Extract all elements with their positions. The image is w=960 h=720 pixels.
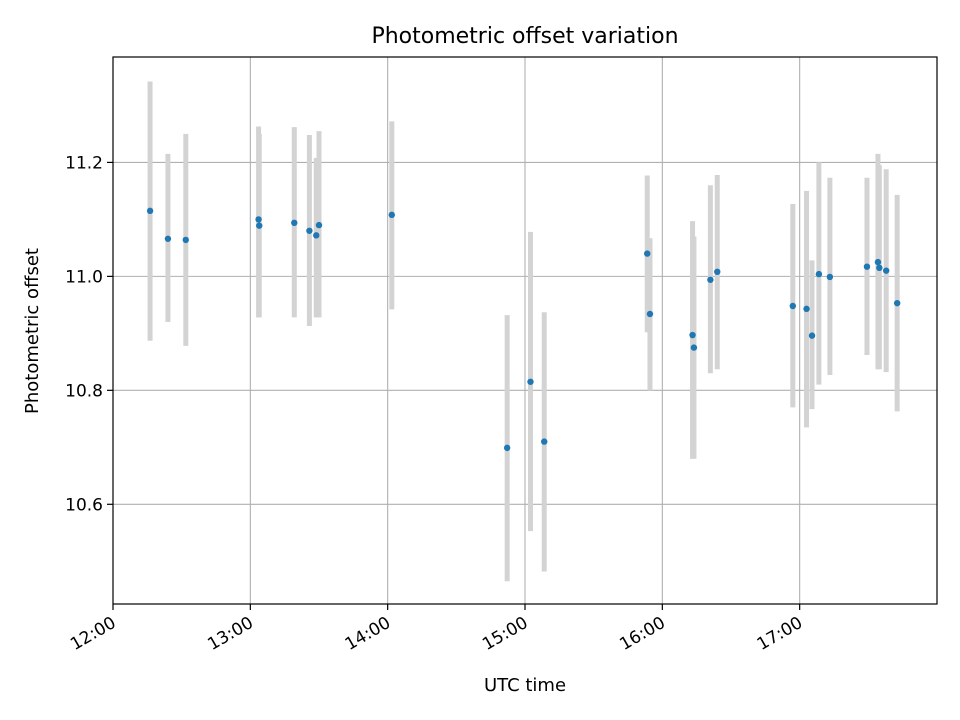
- chart-title: Photometric offset variation: [371, 24, 678, 49]
- data-point: [541, 438, 548, 445]
- y-axis-label: Photometric offset: [22, 248, 43, 414]
- data-points: [146, 207, 901, 452]
- data-point: [707, 276, 714, 283]
- data-point: [690, 344, 698, 351]
- y-tick-label: 10.6: [65, 495, 103, 515]
- data-point: [255, 216, 262, 223]
- data-point: [826, 273, 834, 281]
- data-point: [882, 267, 890, 274]
- data-point: [291, 219, 298, 227]
- y-tick-label: 11.2: [65, 153, 103, 173]
- data-point: [503, 444, 511, 452]
- data-point: [789, 302, 796, 310]
- x-axis-label: UTC time: [484, 675, 566, 696]
- y-tick-label: 11.0: [65, 267, 103, 287]
- data-point: [146, 207, 154, 215]
- data-point: [815, 270, 823, 278]
- grid: [113, 57, 937, 604]
- data-point: [644, 250, 651, 257]
- data-point: [803, 305, 810, 313]
- data-point: [876, 264, 883, 272]
- data-point: [689, 331, 696, 339]
- data-point: [893, 299, 901, 307]
- data-point: [714, 268, 721, 276]
- y-axis-ticks: 10.6 10.8 11.0 11.2: [65, 153, 113, 515]
- data-point: [527, 378, 534, 385]
- data-point: [863, 263, 871, 270]
- data-point: [388, 211, 395, 219]
- data-point: [646, 310, 654, 318]
- data-point: [874, 258, 882, 266]
- data-point: [256, 222, 263, 229]
- data-point: [306, 227, 313, 234]
- data-point: [808, 332, 816, 339]
- data-point: [182, 236, 189, 244]
- data-point: [164, 235, 172, 242]
- data-point: [313, 232, 320, 239]
- y-tick-label: 10.8: [65, 381, 103, 401]
- data-point: [315, 221, 323, 229]
